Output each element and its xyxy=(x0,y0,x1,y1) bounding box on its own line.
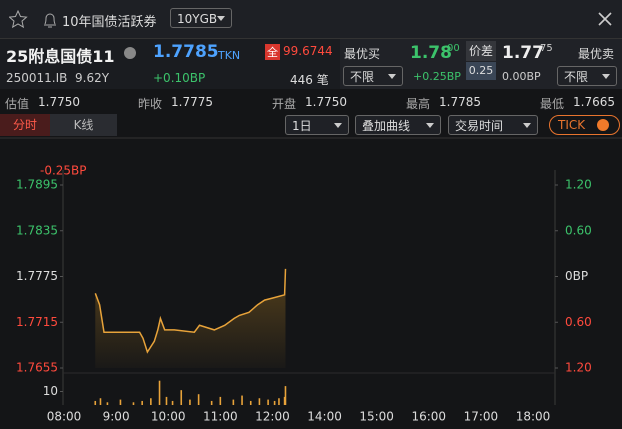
stat-label: 最低 xyxy=(540,97,565,111)
volume-bar xyxy=(267,399,269,405)
tab-active[interactable]: 分时 xyxy=(0,114,50,136)
spread-label: 价差 xyxy=(466,41,496,61)
ask-label: 最优卖 xyxy=(578,47,615,61)
volume-bar xyxy=(197,394,200,405)
x-tick-label: 11:00 xyxy=(203,410,238,424)
volume-bar xyxy=(158,380,161,405)
x-tick-label: 16:00 xyxy=(411,410,446,424)
volume-bar xyxy=(273,400,276,405)
y-tick-label: 1.7775 xyxy=(16,269,58,283)
y2-tick-label: 0BP xyxy=(565,269,588,283)
volume-bar xyxy=(171,400,174,405)
volume-bar xyxy=(283,396,286,405)
volume-bar xyxy=(119,399,122,405)
session-select[interactable]: 交易时间 xyxy=(448,115,538,135)
period-select[interactable]: 1日 xyxy=(285,115,349,135)
x-tick-label: 17:00 xyxy=(464,410,499,424)
stat-value: 1.7665 xyxy=(573,95,615,109)
stat-value: 1.7775 xyxy=(171,95,213,109)
x-tick-label: 08:00 xyxy=(47,410,82,424)
overlay-select[interactable]: 叠加曲线 xyxy=(355,115,441,135)
icons[interactable] xyxy=(9,10,69,30)
ask-change: 0.00BP xyxy=(502,70,541,83)
volume-bar xyxy=(132,402,135,405)
clean-price: 99.6744 xyxy=(283,44,333,58)
volume-bar xyxy=(94,400,97,405)
toggle-knob xyxy=(597,119,609,131)
volume-bar xyxy=(180,390,183,405)
close[interactable] xyxy=(598,12,612,26)
y-tick-label: 1.7715 xyxy=(16,315,58,329)
stat-value: 1.7750 xyxy=(305,95,347,109)
price: 1.7785 xyxy=(153,42,219,62)
change: +0.10BP xyxy=(153,71,206,85)
tick-toggle[interactable]: TICK xyxy=(549,115,620,135)
volume-bar xyxy=(141,400,143,405)
y-tick-label: 1.7655 xyxy=(16,361,58,375)
y2-tick-label: 1.20 xyxy=(565,178,592,192)
x-tick-label: 14:00 xyxy=(307,410,342,424)
badge: 全 xyxy=(265,44,280,60)
volume-bar xyxy=(210,400,213,405)
stat-label: 最高 xyxy=(406,97,431,111)
volume-bar xyxy=(165,396,168,405)
volume-bar xyxy=(189,399,191,405)
volume-bar xyxy=(219,396,222,405)
bond-name: 25附息国债11 xyxy=(6,47,115,66)
ask-price: 1.77 xyxy=(502,43,544,63)
bid-sup: 00 xyxy=(447,43,460,54)
volume-bar xyxy=(99,398,102,405)
price-area xyxy=(95,268,286,368)
bid-price: 1.78 xyxy=(410,43,452,63)
selector[interactable]: 10YGB xyxy=(170,8,232,28)
source: TKN xyxy=(218,49,241,62)
ask-filter[interactable]: 不限 xyxy=(557,66,617,86)
volume-bar xyxy=(278,398,280,405)
volume-bar xyxy=(258,398,261,405)
code: 250011.IB xyxy=(6,71,68,85)
stat-value: 1.7785 xyxy=(439,95,481,109)
top-bar: 10年国债活跃券 10YGB xyxy=(0,0,622,39)
bid-label: 最优买 xyxy=(344,47,381,61)
stat-label: 估值 xyxy=(5,97,30,111)
x-tick-label: 15:00 xyxy=(359,410,394,424)
y2-tick-label: 0.60 xyxy=(565,223,592,237)
bid-filter[interactable]: 不限 xyxy=(343,66,403,86)
y-tick-label: 1.7835 xyxy=(16,223,58,237)
quote-panel xyxy=(0,39,340,89)
volume-bar xyxy=(150,398,152,405)
ask-sup: 75 xyxy=(540,43,553,54)
spread-value: 0.25 xyxy=(466,62,496,80)
stat-label: 开盘 xyxy=(272,97,297,111)
x-tick-label: 18:00 xyxy=(516,410,551,424)
x-tick-label: 9:00 xyxy=(103,410,130,424)
stat-value: 1.7750 xyxy=(38,95,80,109)
volume-bar xyxy=(284,386,287,405)
price-line xyxy=(94,268,287,354)
stat-label: 昨收 xyxy=(138,97,163,111)
x-tick-label: 12:00 xyxy=(255,410,290,424)
bid-change: +0.25BP xyxy=(413,70,461,83)
volume-bar xyxy=(232,399,235,405)
x-tick-label: 10:00 xyxy=(151,410,186,424)
volume-bar xyxy=(249,400,252,405)
trades: 446 笔 xyxy=(290,73,329,87)
y2-tick-label: 1.20 xyxy=(565,361,592,375)
tenor: 9.62Y xyxy=(75,71,110,85)
info-icon[interactable] xyxy=(124,47,136,59)
y-tick-label: 1.7895 xyxy=(16,178,58,192)
title: 10年国债活跃券 xyxy=(62,15,157,30)
tab[interactable]: K线 xyxy=(50,114,117,136)
volume-tick-label: 10 xyxy=(43,384,58,398)
volume-bar xyxy=(241,395,243,405)
y2-tick-label: 0.60 xyxy=(565,315,592,329)
annotation: -0.25BP xyxy=(40,164,87,178)
volume-bar xyxy=(106,402,109,405)
